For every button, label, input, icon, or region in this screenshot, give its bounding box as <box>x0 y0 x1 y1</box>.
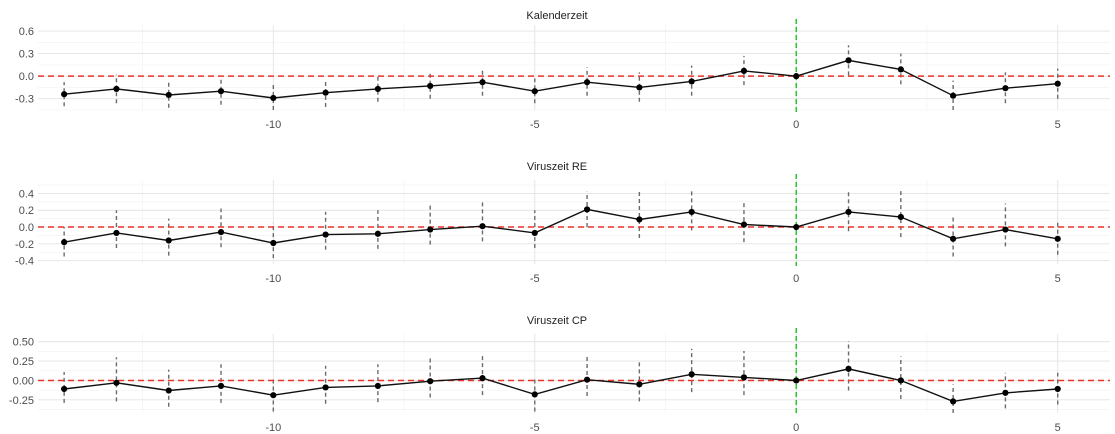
data-point <box>740 221 748 228</box>
panel-title: Kalenderzeit <box>526 10 587 22</box>
data-point <box>688 371 695 378</box>
x-tick-label: -10 <box>265 273 281 285</box>
data-point <box>636 84 643 91</box>
data-point <box>845 365 852 372</box>
x-tick-label: 5 <box>1055 273 1061 285</box>
chart-panel-viruszeit-re: Viruszeit RE -0.4 -0.2 0.0 0.2 0.4 -10 -5 0 5 <box>15 161 1110 285</box>
data-point <box>1054 385 1061 393</box>
data-point <box>322 89 329 96</box>
data-point <box>479 375 486 382</box>
x-tick-label: -5 <box>530 422 540 434</box>
y-tick-label: -0.25 <box>9 395 34 407</box>
data-point <box>1002 226 1009 233</box>
data-point <box>531 88 538 95</box>
data-point <box>427 82 434 90</box>
data-point <box>1054 235 1061 242</box>
data-point <box>583 79 591 86</box>
y-tick-label: -0.4 <box>15 256 34 268</box>
y-tick-label: -0.3 <box>15 94 34 106</box>
series-line <box>64 368 1058 403</box>
x-tick-label: 5 <box>1055 119 1061 131</box>
data-point <box>897 377 904 384</box>
data-point <box>1002 389 1009 396</box>
x-tick-label: 0 <box>793 119 799 131</box>
y-tick-label: 0.0 <box>19 71 34 83</box>
data-point <box>1002 85 1009 92</box>
y-tick-label: 0.2 <box>19 205 34 217</box>
data-point <box>793 73 800 80</box>
data-point <box>1054 80 1061 87</box>
data-point <box>217 88 225 95</box>
data-point <box>845 57 852 64</box>
data-point <box>217 228 225 236</box>
y-tick-label: 0.4 <box>19 188 34 200</box>
data-point <box>793 377 800 384</box>
data-point <box>165 237 172 244</box>
data-point <box>531 229 538 237</box>
data-point <box>113 379 120 386</box>
data-point <box>270 94 277 102</box>
data-point <box>374 230 382 237</box>
data-point <box>61 385 68 393</box>
data-point <box>845 208 852 216</box>
data-point <box>531 391 538 398</box>
x-tick-label: 5 <box>1055 422 1061 434</box>
data-point <box>740 67 748 74</box>
y-tick-label: 0.25 <box>13 356 34 368</box>
x-tick-label: -10 <box>265 119 281 131</box>
y-tick-label: 0.50 <box>13 337 34 349</box>
data-point <box>793 223 800 231</box>
y-tick-label: -0.2 <box>15 239 34 251</box>
data-point <box>270 392 277 399</box>
x-tick-label: 0 <box>793 422 799 434</box>
data-point <box>322 384 329 391</box>
series-line <box>63 208 1058 244</box>
data-point <box>636 381 643 388</box>
data-point <box>61 91 68 98</box>
y-tick-label: 0.0 <box>19 222 34 234</box>
data-point <box>427 378 434 385</box>
data-point <box>950 398 957 405</box>
data-point <box>479 223 486 230</box>
data-point <box>217 382 225 389</box>
panel-title: Viruszeit RE <box>527 161 587 173</box>
data-point <box>583 376 591 383</box>
y-tick-label: 0.3 <box>19 49 34 61</box>
x-tick-label: -5 <box>530 273 540 285</box>
data-point <box>374 85 382 93</box>
chart-panel-viruszeit-cp: Viruszeit CP -0.25 0.00 0.25 0.50 -10 -5 0 5 <box>9 315 1110 434</box>
data-point <box>740 374 748 381</box>
data-point <box>113 85 120 93</box>
data-point <box>688 208 695 216</box>
y-tick-label: 0.6 <box>19 26 34 38</box>
panel-title: Viruszeit CP <box>527 315 587 327</box>
data-point <box>61 239 68 246</box>
data-point <box>950 92 957 99</box>
data-point <box>636 216 643 223</box>
data-point <box>322 231 329 238</box>
y-tick-label: 0.00 <box>13 375 34 387</box>
data-point <box>165 91 172 99</box>
data-point <box>427 226 434 233</box>
x-tick-label: -5 <box>530 119 540 131</box>
data-point <box>688 78 695 85</box>
data-point <box>950 235 957 242</box>
series-line <box>64 59 1058 99</box>
data-point <box>113 229 120 237</box>
x-tick-label: -10 <box>265 422 281 434</box>
data-point <box>897 213 904 221</box>
data-point <box>479 79 486 86</box>
data-point <box>165 387 172 394</box>
data-point <box>897 66 904 73</box>
x-tick-label: 0 <box>793 273 799 285</box>
data-point <box>583 206 591 213</box>
data-point <box>374 382 382 389</box>
chart-panel-kalenderzeit: Kalenderzeit -0.3 0.0 0.3 0.6 -10 -5 0 5 <box>15 10 1110 131</box>
data-point <box>270 239 277 247</box>
